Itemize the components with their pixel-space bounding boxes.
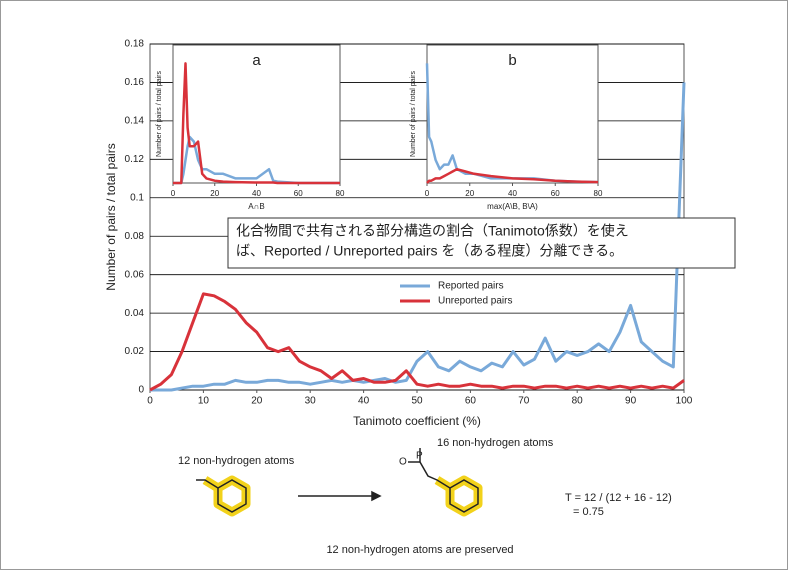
x-tick-label: 90 bbox=[625, 396, 637, 407]
x-tick-label: 70 bbox=[518, 396, 530, 407]
x-tick-label: 20 bbox=[465, 189, 474, 198]
x-tick-label: 80 bbox=[594, 189, 603, 198]
x-tick-label: 40 bbox=[358, 396, 370, 407]
panel-label: a bbox=[252, 52, 261, 69]
x-tick-label: 10 bbox=[198, 396, 210, 407]
y-tick-label: 0.08 bbox=[125, 231, 145, 242]
x-tick-label: 100 bbox=[676, 396, 693, 407]
x-axis-label: A∩B bbox=[248, 202, 264, 211]
x-tick-label: 60 bbox=[551, 189, 560, 198]
x-tick-label: 80 bbox=[572, 396, 584, 407]
y-axis-label: Number of pairs / total pairs bbox=[410, 71, 417, 157]
y-tick-label: 0.06 bbox=[125, 269, 145, 280]
x-tick-label: 60 bbox=[294, 189, 303, 198]
atom-label: O bbox=[399, 457, 407, 468]
x-tick-label: 20 bbox=[251, 396, 263, 407]
x-tick-label: 40 bbox=[252, 189, 261, 198]
y-tick-label: 0 bbox=[138, 385, 144, 396]
annotation: 化合物間で共有される部分構造の割合（Tanimoto係数）を使え bbox=[236, 223, 629, 239]
legend-label: Unreported pairs bbox=[438, 296, 512, 307]
y-tick-label: 0.02 bbox=[125, 346, 145, 357]
y-tick-label: 0.14 bbox=[125, 116, 145, 127]
left-label: 12 non-hydrogen atoms bbox=[178, 455, 295, 467]
atom-label: P bbox=[416, 451, 423, 462]
x-tick-label: 20 bbox=[210, 189, 219, 198]
panel-label: b bbox=[508, 52, 516, 69]
right-label: 16 non-hydrogen atoms bbox=[437, 437, 554, 449]
x-axis-label: Tanimoto coefficient (%) bbox=[353, 414, 481, 428]
y-tick-label: 0.16 bbox=[125, 77, 145, 88]
y-tick-label: 0.12 bbox=[125, 154, 145, 165]
formula: = 0.75 bbox=[573, 506, 604, 518]
slide: 0 0.02 0.04 0.06 0.08 0.1 0.12 0.14 0.16 0.18 0 10 2… bbox=[0, 0, 788, 570]
x-axis-label: max(A\B, B\A) bbox=[487, 202, 538, 211]
x-tick-label: 0 bbox=[147, 396, 153, 407]
annotation: ば、Reported / Unreported pairs を（ある程度）分離で… bbox=[236, 243, 623, 259]
caption: 12 non-hydrogen atoms are preserved bbox=[326, 544, 513, 556]
y-tick-label: 0.1 bbox=[130, 192, 144, 203]
formula: T = 12 / (12 + 16 - 12) bbox=[565, 492, 672, 504]
x-tick-label: 30 bbox=[305, 396, 317, 407]
x-tick-label: 80 bbox=[336, 189, 345, 198]
charts: 0 0.02 0.04 0.06 0.08 0.1 0.12 0.14 0.16 0.18 0 10 2… bbox=[104, 39, 735, 429]
y-axis-label: Number of pairs / total pairs bbox=[156, 71, 163, 157]
y-tick-label: 0.04 bbox=[125, 308, 145, 319]
x-tick-label: 0 bbox=[425, 189, 430, 198]
x-tick-label: 50 bbox=[411, 396, 423, 407]
y-tick-label: 0.18 bbox=[125, 39, 145, 50]
x-tick-label: 60 bbox=[465, 396, 477, 407]
y-axis-label: Number of pairs / total pairs bbox=[104, 143, 118, 290]
legend-label: Reported pairs bbox=[438, 281, 504, 292]
x-tick-label: 40 bbox=[508, 189, 517, 198]
x-tick-label: 0 bbox=[171, 189, 176, 198]
